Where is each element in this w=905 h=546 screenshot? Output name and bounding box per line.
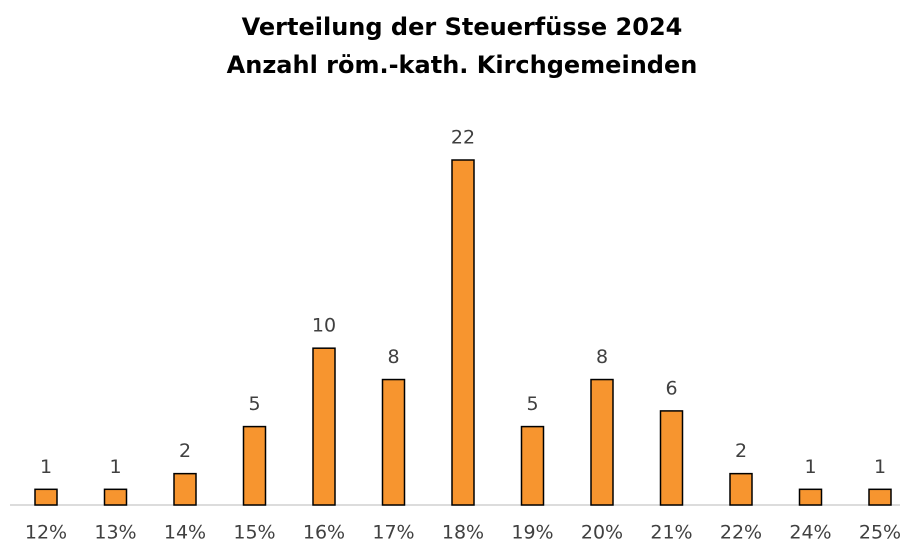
bar [103,488,128,506]
data-label: 2 [179,440,191,462]
data-label: 1 [40,456,52,478]
chart-title: Verteilung der Steuerfüsse 2024 [242,13,683,41]
bar [520,425,545,506]
x-tick-label: 18% [442,522,484,544]
data-label: 6 [665,377,677,399]
x-tick-label: 15% [233,522,275,544]
x-tick-label: 25% [859,522,901,544]
data-label: 5 [526,393,538,415]
bar [381,378,406,506]
x-tick-label: 17% [372,522,414,544]
data-label: 10 [312,315,336,337]
x-tick-label: 13% [94,522,136,544]
x-tick-label: 12% [25,522,67,544]
bar [173,472,197,506]
data-label: 1 [109,456,121,478]
data-label: 1 [804,456,816,478]
x-tick-label: 20% [581,522,623,544]
bar [798,488,823,506]
data-label: 5 [248,393,260,415]
data-label: 22 [451,127,475,149]
bar [659,410,684,506]
x-tick-label: 21% [650,522,692,544]
x-tick-label: 22% [720,522,762,544]
x-tick-label: 14% [164,522,206,544]
x-tick-label: 24% [789,522,831,544]
x-tick-label: 16% [303,522,345,544]
data-label: 8 [387,346,399,368]
data-label: 1 [874,456,886,478]
bar [729,472,753,506]
bar [312,347,336,506]
chart-subtitle: Anzahl röm.-kath. Kirchgemeinden [227,51,698,79]
bar [868,488,892,506]
bar [451,159,475,506]
bar [34,488,58,506]
data-label: 2 [735,440,747,462]
data-label: 8 [596,346,608,368]
x-tick-label: 19% [511,522,553,544]
bar [242,425,267,506]
bar [590,378,614,506]
